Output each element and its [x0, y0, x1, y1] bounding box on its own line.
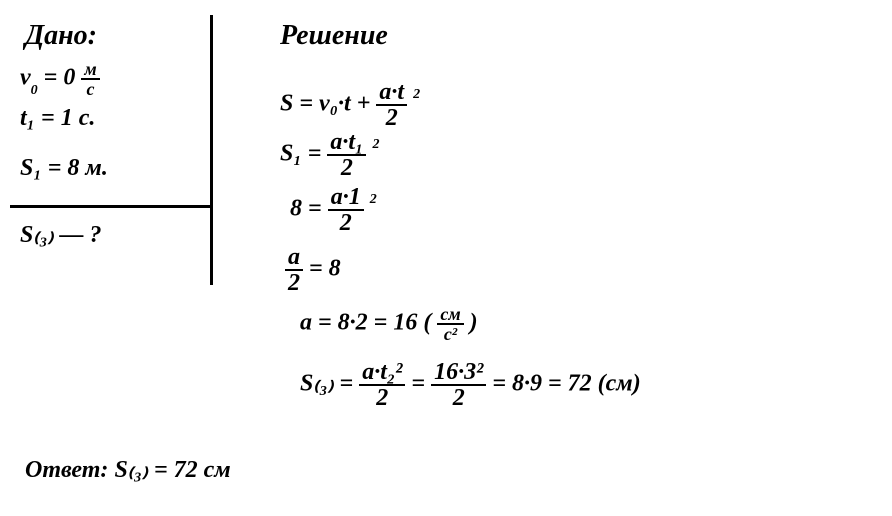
v0-sub: 0	[31, 83, 38, 98]
v0-unit-bot: с	[81, 80, 99, 98]
calc-s3-frac1: a·t₂² 2	[359, 360, 405, 410]
calc-a2-top: a	[285, 245, 303, 271]
calc-a-value: a = 8·2 = 16 ( см с² )	[300, 305, 478, 343]
calc-s3-frac2: 16·3² 2	[431, 360, 486, 410]
formula-main-top: a·t	[376, 80, 407, 106]
calc-s3-f2-top: 16·3²	[431, 360, 486, 386]
calc-s3-f1-top: a·t₂²	[359, 360, 405, 386]
calc-8-fraction: a·1 2	[328, 185, 364, 235]
calc-a-unit-fraction: см с²	[437, 305, 463, 343]
formula-main-left: S = v₀·t +	[280, 91, 376, 117]
calc-a-close: )	[470, 310, 478, 336]
formula-s1-left: S₁ =	[280, 141, 327, 167]
v0-unit-fraction: м с	[81, 60, 99, 98]
calc-s3-mid: =	[411, 371, 431, 397]
calc-a-over-2: a 2 = 8	[285, 245, 341, 295]
calc-a2-bot: 2	[285, 271, 303, 295]
formula-main-fraction: a·t 2	[376, 80, 407, 130]
given-title: Дано:	[25, 20, 97, 52]
calc-s3-result: S₍₃₎ = a·t₂² 2 = 16·3² 2 = 8·9 = 72 (см)	[300, 360, 641, 410]
vertical-separator	[210, 15, 213, 285]
v0-unit-top: м	[81, 60, 99, 80]
find-s3: S₍₃₎ — ?	[20, 220, 102, 249]
calc-s3-left: S₍₃₎ =	[300, 371, 359, 397]
formula-main: S = v₀·t + a·t 2 2	[280, 80, 420, 130]
calc-s3-f2-bot: 2	[431, 386, 486, 410]
answer-label: Ответ:	[25, 457, 108, 483]
given-v0: v0 = 0 м с	[20, 60, 100, 98]
calc-8-bot: 2	[328, 211, 364, 235]
calc-a2-right: = 8	[309, 256, 341, 282]
calc-a-unit-top: см	[437, 305, 463, 325]
calc-8-left: 8 =	[290, 196, 328, 222]
calc-a-text: a = 8·2 = 16 (	[300, 310, 431, 336]
formula-s1-fraction: a·t₁ 2	[327, 130, 366, 180]
formula-s1-top: a·t₁	[327, 130, 366, 156]
formula-s1: S₁ = a·t₁ 2 2	[280, 130, 379, 180]
v0-eq: = 0	[38, 65, 76, 91]
formula-s1-exp: 2	[372, 137, 379, 152]
calc-substitute-8: 8 = a·1 2 2	[290, 185, 377, 235]
v0-var: v	[20, 65, 31, 91]
horizontal-separator	[10, 205, 210, 208]
given-t1: t₁ = 1 c.	[20, 105, 95, 132]
formula-s1-bot: 2	[327, 156, 366, 180]
physics-problem-page: Дано: v0 = 0 м с t₁ = 1 c. S₁ = 8 м. S₍₃…	[0, 0, 892, 516]
formula-main-exp: 2	[413, 87, 420, 102]
answer-line: Ответ: S₍₃₎ = 72 см	[25, 455, 231, 484]
given-s1: S₁ = 8 м.	[20, 155, 108, 182]
calc-s3-right: = 8·9 = 72 (см)	[492, 371, 640, 397]
calc-8-top: a·1	[328, 185, 364, 211]
solution-title: Решение	[280, 20, 388, 52]
formula-main-bot: 2	[376, 106, 407, 130]
calc-8-exp: 2	[370, 192, 377, 207]
calc-a-unit-bot: с²	[437, 325, 463, 343]
calc-a2-fraction: a 2	[285, 245, 303, 295]
answer-value: S₍₃₎ = 72 см	[114, 457, 230, 483]
calc-s3-f1-bot: 2	[359, 386, 405, 410]
